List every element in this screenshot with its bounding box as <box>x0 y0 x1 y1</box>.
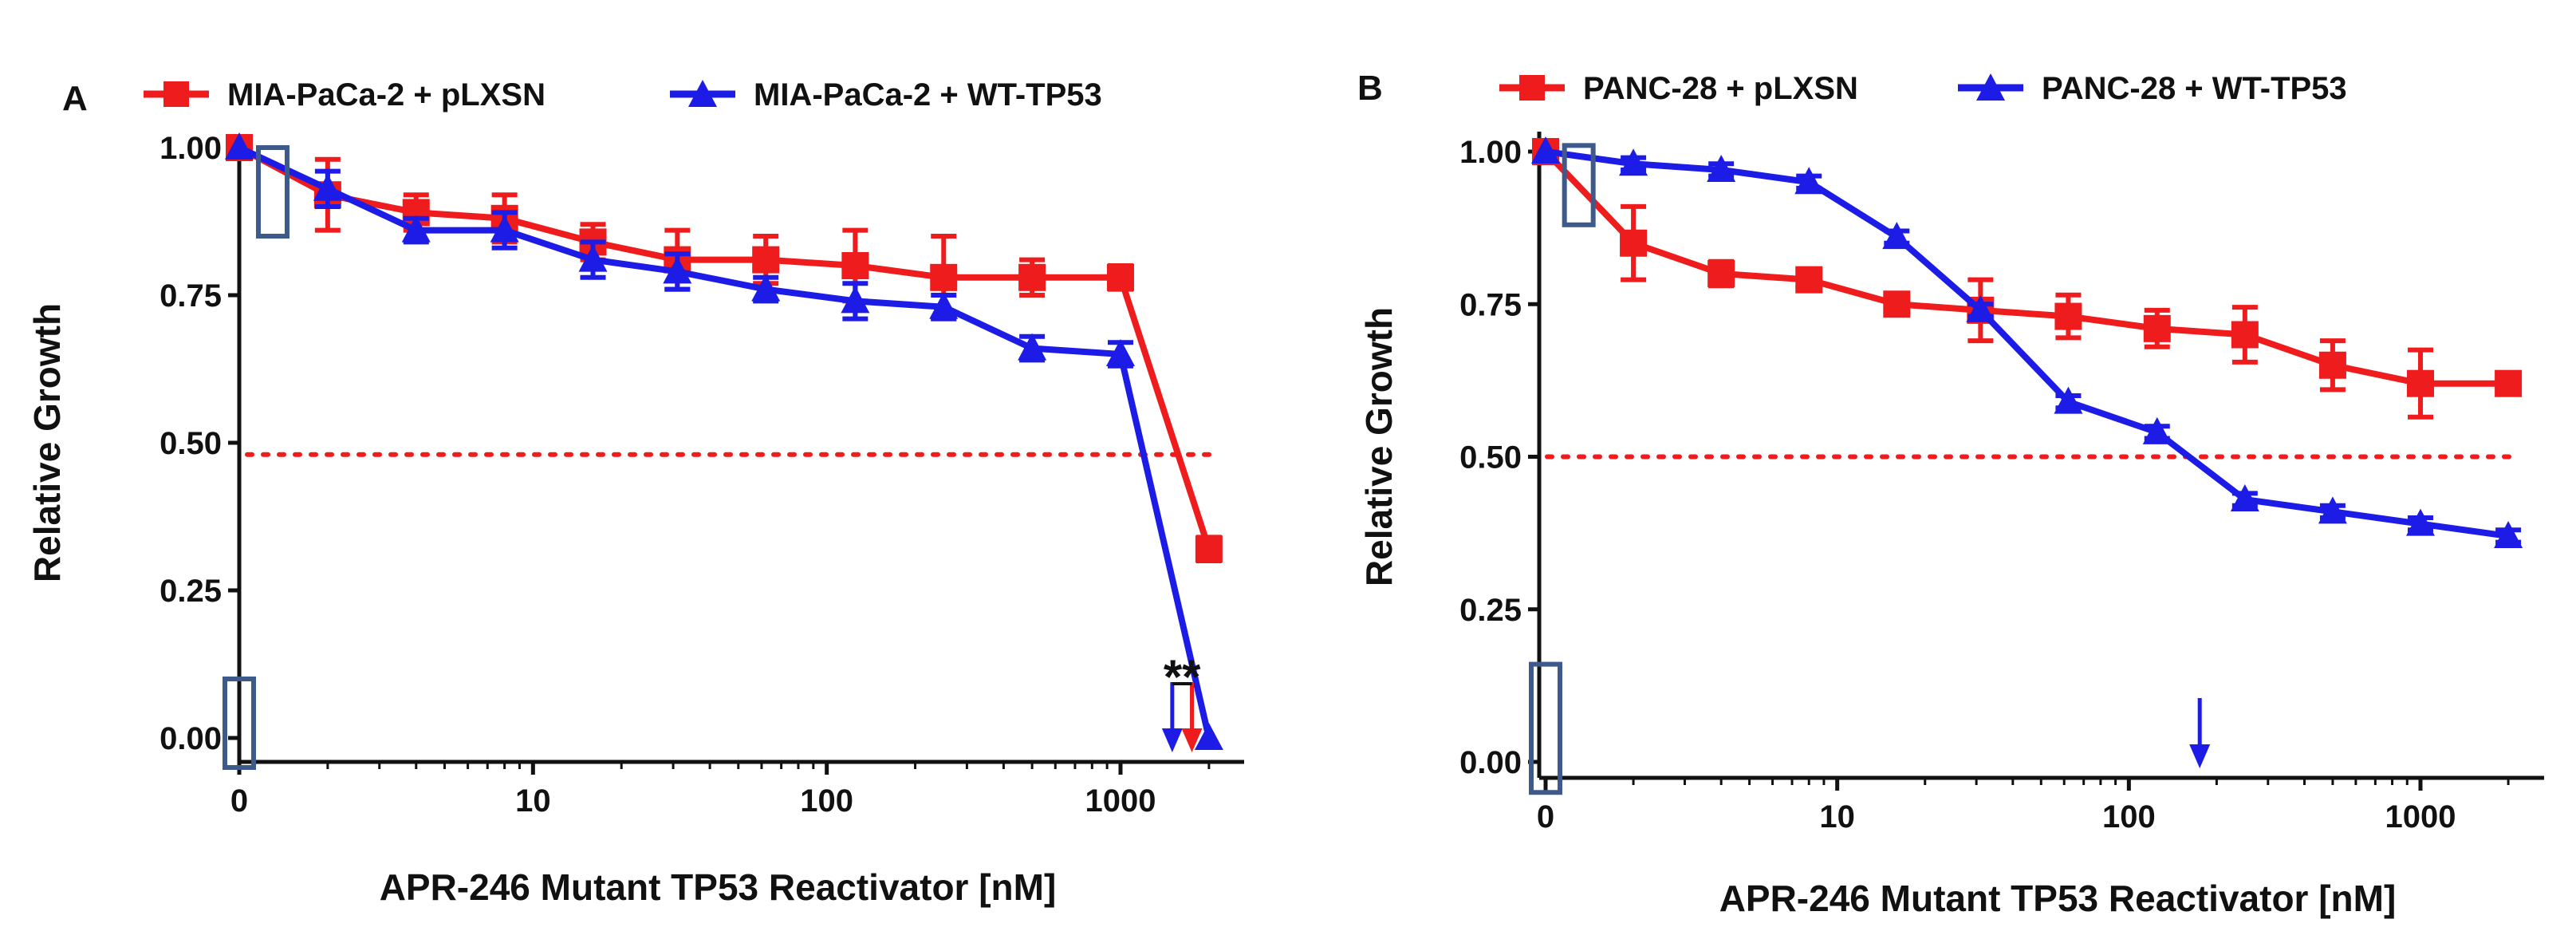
panel-b-series-2-point <box>2406 508 2435 536</box>
panel-b-series-1-point <box>1795 266 1823 294</box>
panel-a-series-1-point <box>841 252 869 279</box>
square-marker-icon <box>1519 75 1545 101</box>
panel-b-annotation-box <box>1529 661 1562 795</box>
panel-b-y-axis-title: Relative Growth <box>1358 307 1400 586</box>
panel-b-y-tick-label: 0.00 <box>1459 745 1522 780</box>
panel-a-annotation-box <box>255 145 290 239</box>
panel-b-series-2-point <box>1531 136 1560 164</box>
panel-a-series-1-point <box>1195 535 1223 563</box>
panel-b-series-2-point <box>2318 496 2347 524</box>
panel-b-series-1 <box>1532 138 2523 420</box>
panel-a-series-2-point <box>841 286 870 314</box>
panel-a-x-tick-label: 0 <box>230 783 248 819</box>
panel-a-series-2-point <box>929 291 959 319</box>
panel-b-series-2-point <box>2494 520 2523 548</box>
panel-b-legend: PANC-28 + pLXSN PANC-28 + WT-TP53 <box>1499 71 2347 106</box>
panel-a-series-2-point <box>1194 723 1223 750</box>
panel-b-series-2-point <box>1882 222 1912 250</box>
panel-a-series-2-point <box>225 132 254 160</box>
panel-a-y-tick-label: 0.00 <box>160 721 222 756</box>
panel-b-series-1-line <box>1543 149 2509 387</box>
panel-b-plot-area: 0.00 0.25 0.50 0.75 1.00 0 10 100 1000 <box>1459 135 2523 834</box>
panel-b-series-1-point <box>2231 321 2259 349</box>
panel-a-series-2-point <box>663 256 692 284</box>
panel-a-letter: A <box>62 79 88 118</box>
panel-a-series-2-point <box>401 215 431 243</box>
panel-a-y-tick-label: 1.00 <box>160 131 222 166</box>
panel-a-plot-area: 0.00 0.25 0.50 0.75 1.00 0 10 100 1000 ** <box>160 131 1223 819</box>
panel-b-x-tick-label: 0 <box>1537 799 1554 834</box>
panel-a-x-tick-label: 10 <box>515 783 551 819</box>
panel-b-series-2-point <box>1966 294 1995 322</box>
panel-b-x-tick-label: 100 <box>2102 799 2156 834</box>
panel-a-series-1-point <box>930 263 958 291</box>
panel-b-series-2-point <box>1794 167 1824 195</box>
panel-b-series-1-point <box>1883 290 1911 318</box>
panel-a-series-1-point <box>1107 263 1134 291</box>
panel-b-series-2-point <box>1619 148 1648 176</box>
panel-b-letter: B <box>1357 69 1383 108</box>
panel-a-series-2-point <box>578 244 608 272</box>
panel-a-legend: MIA-PaCa-2 + pLXSN MIA-PaCa-2 + WT-TP53 <box>144 77 1102 112</box>
panel-a-series-1-point <box>752 246 780 274</box>
panel-a-legend-label-2: MIA-PaCa-2 + WT-TP53 <box>754 77 1102 112</box>
panel-b-legend-item-1: PANC-28 + pLXSN <box>1499 71 1858 106</box>
panel-b-series-1-point <box>2495 369 2523 397</box>
panel-a-significance-label: ** <box>1164 650 1201 704</box>
panel-b-series-1-point <box>2318 351 2346 379</box>
panel-b-ic50-arrow-icon <box>2189 744 2211 768</box>
panel-a-legend-item-1: MIA-PaCa-2 + pLXSN <box>144 77 546 112</box>
panel-a-x-tick-label: 1000 <box>1085 783 1156 819</box>
panel-a-x-tick-label: 100 <box>800 783 853 819</box>
panel-a-y-tick-label: 0.25 <box>160 574 222 609</box>
panel-b-series-1-point <box>1620 229 1648 257</box>
panel-b-series-2-point <box>1707 154 1736 182</box>
panel-b-series-1-point <box>1707 260 1735 287</box>
panel-b-series-1-point <box>2054 302 2082 330</box>
panel-a-annotation-box <box>223 677 256 770</box>
panel-b-legend-label-2: PANC-28 + WT-TP53 <box>2042 71 2347 106</box>
triangle-marker-icon <box>688 80 717 107</box>
panel-a-x-axis-title: APR-246 Mutant TP53 Reactivator [nM] <box>380 866 1057 908</box>
panel-b-y-tick-label: 0.50 <box>1459 440 1522 475</box>
panel-b-series-1-point <box>2407 369 2434 397</box>
panel-a-series-2-point <box>1018 333 1047 361</box>
panel-b: B PANC-28 + pLXSN PANC-28 + WT-TP53 Rela… <box>1357 69 2544 919</box>
panel-a-y-tick-label: 0.75 <box>160 278 222 314</box>
panel-b-y-tick-label: 0.25 <box>1459 593 1522 628</box>
panel-b-series-2-line <box>1545 148 2509 539</box>
panel-a-series-1-point <box>1018 263 1046 291</box>
panel-a-series-2-point <box>313 173 342 201</box>
panel-b-legend-label-1: PANC-28 + pLXSN <box>1583 71 1858 106</box>
panel-a-series-2-point <box>751 274 781 302</box>
panel-b-series-2 <box>1531 136 2523 548</box>
panel-b-series-2-point <box>2054 386 2083 414</box>
panel-a-legend-item-2: MIA-PaCa-2 + WT-TP53 <box>670 77 1102 112</box>
panel-b-y-tick-label: 1.00 <box>1459 135 1522 170</box>
panel-a-legend-label-1: MIA-PaCa-2 + pLXSN <box>227 77 546 112</box>
panel-a-y-axis-title: Relative Growth <box>26 303 68 582</box>
panel-b-x-tick-label: 1000 <box>2385 799 2456 834</box>
panel-a-ic50-arrow-icon <box>1161 728 1183 752</box>
panel-a-series-2 <box>225 132 1223 750</box>
square-marker-icon <box>163 81 189 107</box>
panel-a: A MIA-PaCa-2 + pLXSN MIA-PaCa-2 + WT-TP5… <box>26 77 1244 908</box>
panel-b-series-1-point <box>2143 314 2171 342</box>
panel-a-series-2-point <box>1106 339 1135 366</box>
panel-a-series-2-point <box>490 215 519 243</box>
panel-b-series-2-point <box>2142 416 2172 444</box>
panel-b-x-tick-label: 10 <box>1819 799 1855 834</box>
panel-b-legend-item-2: PANC-28 + WT-TP53 <box>1958 71 2347 106</box>
panel-b-y-tick-label: 0.75 <box>1459 287 1522 322</box>
triangle-marker-icon <box>1976 73 2005 101</box>
panel-b-annotation-box <box>1562 143 1596 227</box>
panel-b-series-2-point <box>2230 484 2259 512</box>
panel-a-series-1-line <box>238 144 1212 550</box>
panel-a-y-tick-label: 0.50 <box>160 426 222 461</box>
panel-a-series-2-line <box>238 144 1212 739</box>
panel-a-ic50-arrow-icon <box>1181 728 1203 752</box>
panel-b-x-axis-title: APR-246 Mutant TP53 Reactivator [nM] <box>1719 878 2397 919</box>
